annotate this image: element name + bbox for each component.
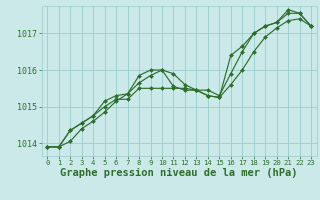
X-axis label: Graphe pression niveau de la mer (hPa): Graphe pression niveau de la mer (hPa) — [60, 168, 298, 178]
